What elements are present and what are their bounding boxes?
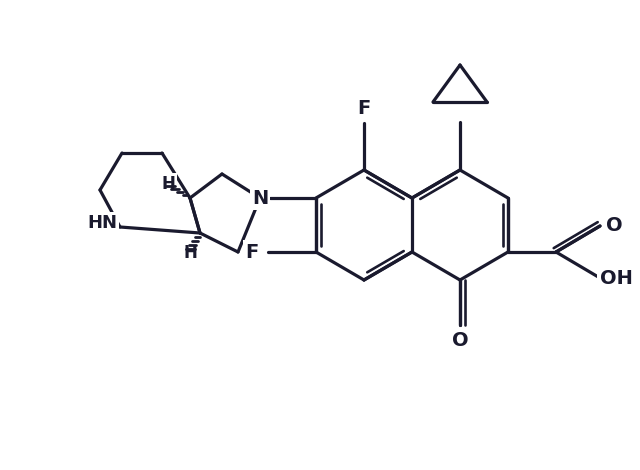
Text: F: F (357, 99, 371, 118)
Text: OH: OH (600, 269, 632, 289)
Text: O: O (605, 216, 622, 235)
Text: F: F (245, 243, 259, 261)
Text: O: O (452, 330, 468, 350)
Text: N: N (252, 188, 268, 207)
Text: H: H (161, 175, 175, 193)
Text: H: H (183, 244, 197, 262)
Text: HN: HN (87, 214, 117, 232)
